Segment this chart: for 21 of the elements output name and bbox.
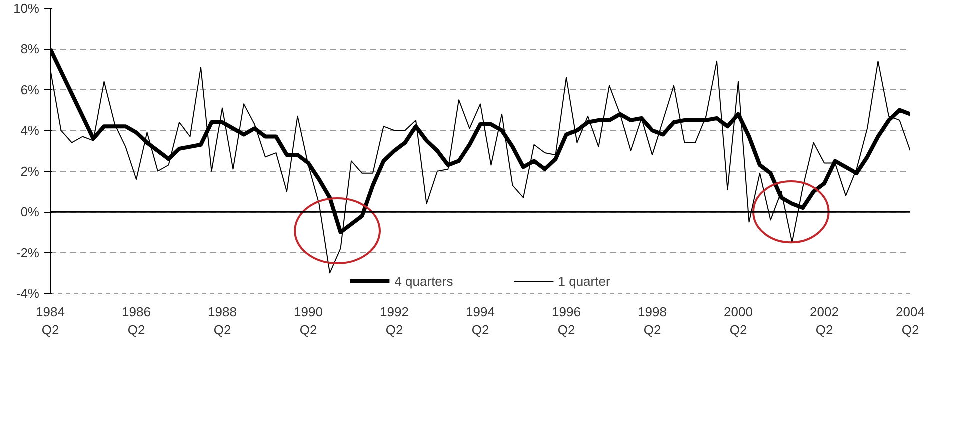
x-tick-label: 2002 Q2 <box>810 304 839 338</box>
x-tick-label: 2000 Q2 <box>724 304 753 338</box>
x-tick-label: 1986 Q2 <box>122 304 151 338</box>
y-tick-label: -4% <box>16 286 40 301</box>
x-tick-label: 1988 Q2 <box>208 304 237 338</box>
y-tick-label: 6% <box>20 82 40 98</box>
legend-label: 4 quarters <box>394 274 454 288</box>
y-tick-label: 2% <box>20 164 40 179</box>
x-tick-label: 1998 Q2 <box>638 304 667 338</box>
y-tick-label: 4% <box>20 123 40 138</box>
x-tick-label: 1992 Q2 <box>380 304 409 338</box>
y-tick-label: -2% <box>16 245 40 260</box>
x-tick-label: 1996 Q2 <box>552 304 581 338</box>
y-tick-label: 8% <box>20 42 40 57</box>
y-tick-label: 0% <box>20 204 40 220</box>
legend-label: 1 quarter <box>558 274 610 288</box>
y-tick-label: 10% <box>13 1 40 16</box>
x-tick-label: 1994 Q2 <box>466 304 495 338</box>
x-tick-label: 1990 Q2 <box>294 304 323 338</box>
x-tick-label: 1984 Q2 <box>36 304 65 338</box>
x-tick-label: 2004 Q2 <box>896 304 925 338</box>
